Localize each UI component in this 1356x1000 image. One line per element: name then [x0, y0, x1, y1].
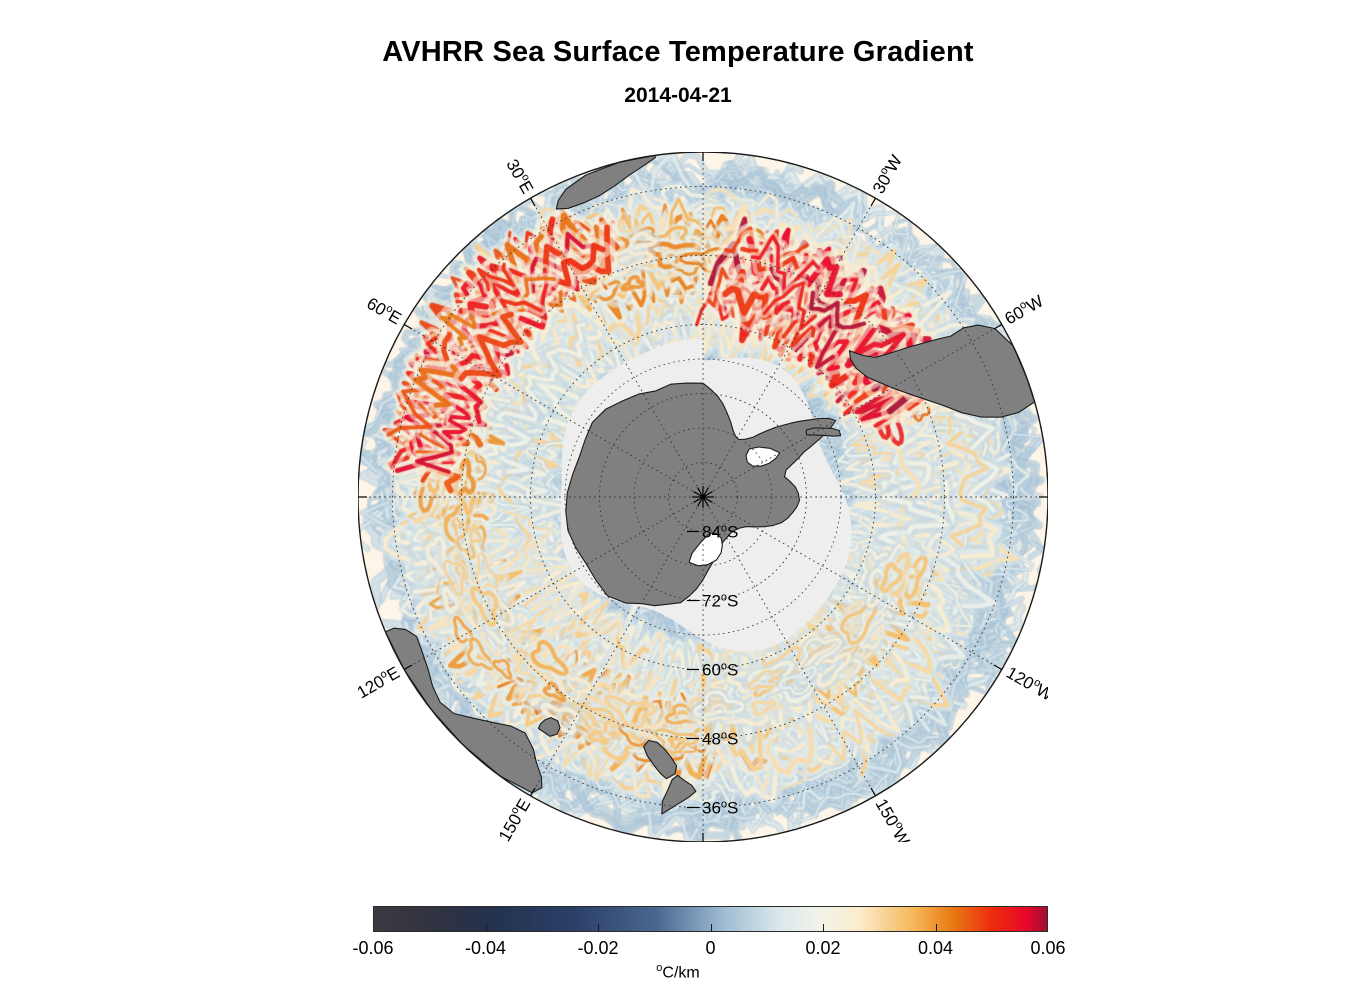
figure-subtitle: 2014-04-21: [624, 84, 732, 107]
meridian-line: [704, 497, 1003, 670]
meridian-line: [403, 497, 702, 670]
latitude-circle-minor: [633, 427, 773, 567]
longitude-tick: [529, 787, 536, 797]
land-africa: [555, 154, 656, 210]
longitude-label: 30oW: [868, 152, 906, 197]
colorbar-tick: [935, 924, 937, 932]
longitude-tick: [870, 787, 877, 797]
colorbar-tick-label: 0.02: [805, 938, 841, 958]
longitude-tick: [403, 664, 413, 671]
polar-map: 84oS72oS60oS48oS36oS0o30oE60oE90oE120oE1…: [358, 152, 1048, 842]
meridian-line: [704, 324, 1003, 497]
colorbar-tick: [485, 924, 487, 932]
longitude-tick: [529, 197, 536, 207]
ice-shelf-ross: [688, 532, 723, 567]
colorbar-tick-label: -0.02: [577, 938, 619, 958]
latitude-circle: [461, 255, 945, 739]
ice-shelf-filchner-ronne: [745, 446, 781, 467]
longitude-tick: [403, 323, 413, 330]
longitude-tick: [870, 197, 877, 207]
longitude-label: 120oW: [1003, 662, 1048, 705]
land-layer: [384, 154, 1036, 815]
colorbar-tick-labels: -0.06 -0.04 -0.02 0 0.02 0.04 0.06: [352, 938, 1065, 962]
longitude-label: 60oE: [363, 293, 405, 329]
land-new-zealand-south: [643, 739, 678, 780]
meridian-line: [703, 498, 876, 797]
latitude-labels: 84oS 72oS 60oS 48oS 36oS: [687, 523, 738, 818]
colorbar-tick-label: -0.06: [352, 938, 394, 958]
meridian-line: [530, 197, 703, 496]
land-tasmania: [537, 717, 561, 737]
land-new-zealand-north: [661, 774, 697, 815]
figure-title: AVHRR Sea Surface Temperature Gradient: [382, 36, 974, 68]
colorbar-tick-label: 0.06: [1030, 938, 1066, 958]
land-australia: [384, 627, 543, 794]
colorbar-tick: [598, 924, 599, 932]
longitude-tick: [993, 323, 1003, 330]
colorbar-tick: [823, 924, 824, 932]
graticule: [358, 152, 1048, 842]
polar-map-canvas: 84oS72oS60oS48oS36oS0o30oE60oE90oE120oE1…: [358, 152, 1048, 842]
longitude-label: 150oE: [494, 795, 535, 842]
latitude-label: 36oS: [702, 799, 738, 818]
latitude-label: 48oS: [702, 730, 738, 749]
longitude-tick: [993, 664, 1003, 671]
colorbar-tick-label: 0.04: [917, 938, 954, 958]
pole-marker: [692, 486, 714, 508]
meridian-line: [703, 197, 876, 496]
longitude-label: 150oW: [871, 795, 914, 842]
land-antarctica: [565, 382, 837, 607]
latitude-circle: [668, 462, 738, 532]
meridian-line: [403, 324, 702, 497]
latitude-label: 60oS: [702, 661, 738, 680]
latitude-label: 72oS: [702, 592, 738, 611]
colorbar-tick: [710, 924, 712, 932]
longitude-label: 120oE: [358, 662, 403, 703]
colorbar-unit-label: oC/km: [656, 962, 700, 982]
land-antarctic-peninsula: [805, 427, 842, 437]
longitude-label: 30oE: [502, 155, 538, 197]
meridian-line: [530, 498, 703, 797]
colorbar[interactable]: [373, 906, 1048, 932]
colorbar-tick-label: -0.04: [464, 938, 507, 958]
colorbar-tick-label: 0: [705, 938, 716, 958]
latitude-label: 84oS: [702, 523, 738, 542]
land-south-america: [848, 324, 1036, 418]
longitude-label: 60oW: [1001, 290, 1047, 328]
latitude-circle: [392, 186, 1014, 808]
